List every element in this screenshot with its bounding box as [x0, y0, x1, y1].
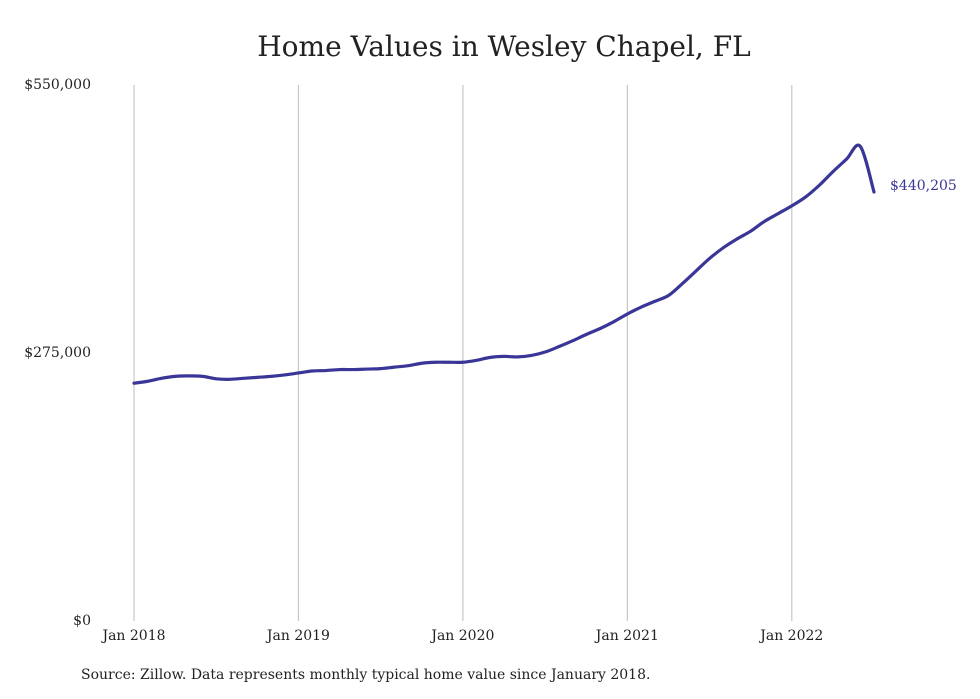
x-tick-label: Jan 2022	[758, 628, 823, 644]
x-tick-label: Jan 2019	[265, 628, 330, 644]
x-tick-label: Jan 2018	[100, 628, 165, 644]
y-tick-label: $275,000	[24, 345, 91, 361]
source-note: Source: Zillow. Data represents monthly …	[81, 667, 651, 683]
x-tick-label: Jan 2020	[429, 628, 494, 644]
y-tick-label: $550,000	[24, 77, 91, 93]
y-tick-label: $0	[73, 613, 91, 629]
end-value-label: $440,205	[890, 178, 957, 194]
series-line	[132, 143, 876, 385]
chart-title: Home Values in Wesley Chapel, FL	[257, 30, 751, 63]
x-tick-label: Jan 2021	[594, 628, 659, 644]
